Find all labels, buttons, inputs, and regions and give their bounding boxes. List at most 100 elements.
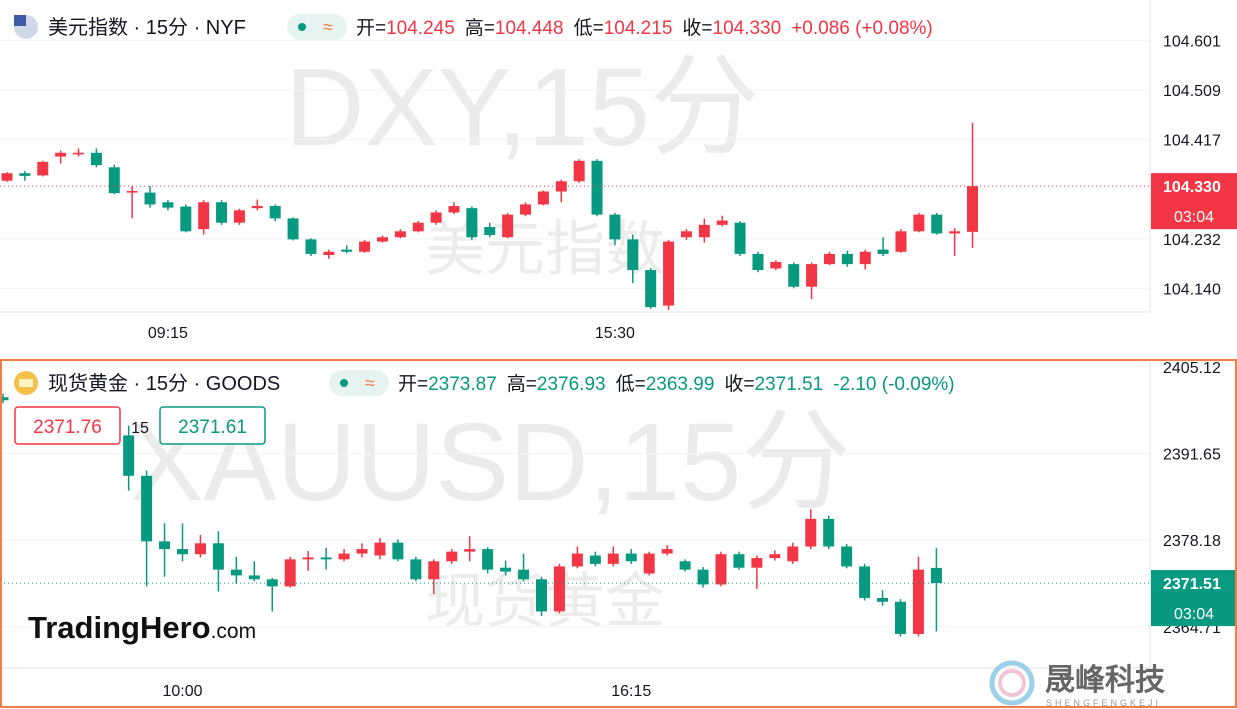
candle-body xyxy=(913,214,925,232)
candle-body xyxy=(0,397,9,401)
candle-body xyxy=(716,220,728,225)
candle-body xyxy=(859,566,871,598)
selected-pane-border xyxy=(0,359,1237,708)
candle-body xyxy=(625,553,637,562)
candle-body xyxy=(230,569,242,576)
candle-body xyxy=(341,249,353,252)
candle-body xyxy=(448,206,460,213)
candle-body xyxy=(55,152,67,157)
brand-cn: 晟峰科技 xyxy=(1045,664,1165,697)
ohlc-legend: 开=104.245 高=104.448 低=104.215 收=104.330 +0.0… xyxy=(356,17,933,39)
watermark-sub: 美元指数 xyxy=(425,216,665,283)
ohlc-key: 高= xyxy=(465,17,495,39)
ohlc-value: 104.448 xyxy=(495,18,564,39)
ohlc-value: 2373.87 xyxy=(428,374,497,395)
candle-body xyxy=(356,549,368,554)
candle-body xyxy=(769,554,781,559)
ohlc-key: 收= xyxy=(724,373,754,395)
candle-body xyxy=(895,601,906,634)
candle-body xyxy=(967,186,979,232)
x-tick-label: 15:30 xyxy=(595,325,635,342)
candle-body xyxy=(698,224,710,238)
candle-body xyxy=(446,551,458,562)
candle-body xyxy=(484,227,496,236)
price-tag-value: 104.330 xyxy=(1163,179,1221,196)
candle-body xyxy=(37,161,49,176)
candle-body xyxy=(212,543,224,570)
candle-body xyxy=(734,222,746,254)
candle-body xyxy=(679,561,691,570)
candle-body xyxy=(500,567,512,572)
candle-body xyxy=(555,181,567,192)
ohlc-key: 低= xyxy=(616,373,646,395)
candle-body xyxy=(502,214,514,238)
status-icon: ≈ xyxy=(365,373,375,393)
x-tick-label: 10:00 xyxy=(162,683,202,700)
candle-body xyxy=(90,152,102,166)
gold-icon xyxy=(19,379,33,387)
candle-body xyxy=(752,253,764,271)
candle-body xyxy=(410,559,422,580)
candle-body xyxy=(194,543,206,555)
candle-body xyxy=(520,204,532,215)
candle-body xyxy=(573,160,585,182)
y-tick-label: 104.509 xyxy=(1163,83,1221,100)
y-tick-label: 2378.18 xyxy=(1163,533,1221,550)
candle-body xyxy=(412,222,424,232)
candle-body xyxy=(823,518,835,547)
ohlc-value: 2376.93 xyxy=(537,374,606,395)
y-tick-label: 104.417 xyxy=(1163,132,1221,149)
candle-body xyxy=(126,190,138,193)
candle-body xyxy=(643,553,655,574)
candle-body xyxy=(123,435,135,476)
candle-body xyxy=(841,546,853,567)
candle-body xyxy=(751,558,763,568)
candle-body xyxy=(359,241,371,252)
status-pill[interactable] xyxy=(329,370,389,396)
countdown: 03:04 xyxy=(1174,606,1214,623)
candle-body xyxy=(482,549,494,570)
candle-body xyxy=(198,202,210,230)
candle-body xyxy=(609,214,621,240)
candle-body xyxy=(108,167,120,194)
candle-body xyxy=(323,251,335,255)
flag-icon xyxy=(14,15,26,26)
ohlc-value: 2363.99 xyxy=(646,374,715,395)
bid-value: 2371.76 xyxy=(33,417,102,438)
change: +0.086 (+0.08%) xyxy=(791,18,933,39)
candle-body xyxy=(627,239,639,271)
x-tick-label: 16:15 xyxy=(611,683,651,700)
ohlc-legend: 开=2373.87 高=2376.93 低=2363.99 收=2371.51 -2.1… xyxy=(398,373,955,395)
candle-body xyxy=(144,192,156,205)
candle-body xyxy=(248,575,260,580)
candle-body xyxy=(141,475,153,542)
change: -2.10 (-0.09%) xyxy=(833,374,954,395)
candle-body xyxy=(823,253,835,265)
candle-body xyxy=(788,264,800,287)
candle-body xyxy=(177,549,188,555)
candle-body xyxy=(320,557,332,560)
candle-body xyxy=(680,231,692,238)
ohlc-value: 104.215 xyxy=(604,18,673,39)
brand-name: TradingHero xyxy=(28,610,211,645)
ohlc-key: 收= xyxy=(682,17,712,39)
plot: 104.140 104.232 104.417 104.509 104.601 09:15… xyxy=(0,16,1237,700)
candle-body xyxy=(394,231,406,238)
candle-body xyxy=(895,231,907,252)
candle-body xyxy=(787,546,799,562)
x-tick-label: 09:15 xyxy=(148,325,188,342)
candle-body xyxy=(663,241,675,306)
candle-body xyxy=(73,152,85,155)
candle-body xyxy=(949,231,961,234)
status-pill[interactable] xyxy=(287,14,347,40)
candle-body xyxy=(536,579,547,612)
ask-value: 2371.61 xyxy=(178,417,247,438)
candle-body xyxy=(571,553,583,567)
candle-body xyxy=(376,237,388,242)
brand-icon xyxy=(989,660,1035,706)
candle-body xyxy=(216,202,228,223)
ohlc-key: 低= xyxy=(574,17,604,39)
candle-body xyxy=(464,549,476,552)
